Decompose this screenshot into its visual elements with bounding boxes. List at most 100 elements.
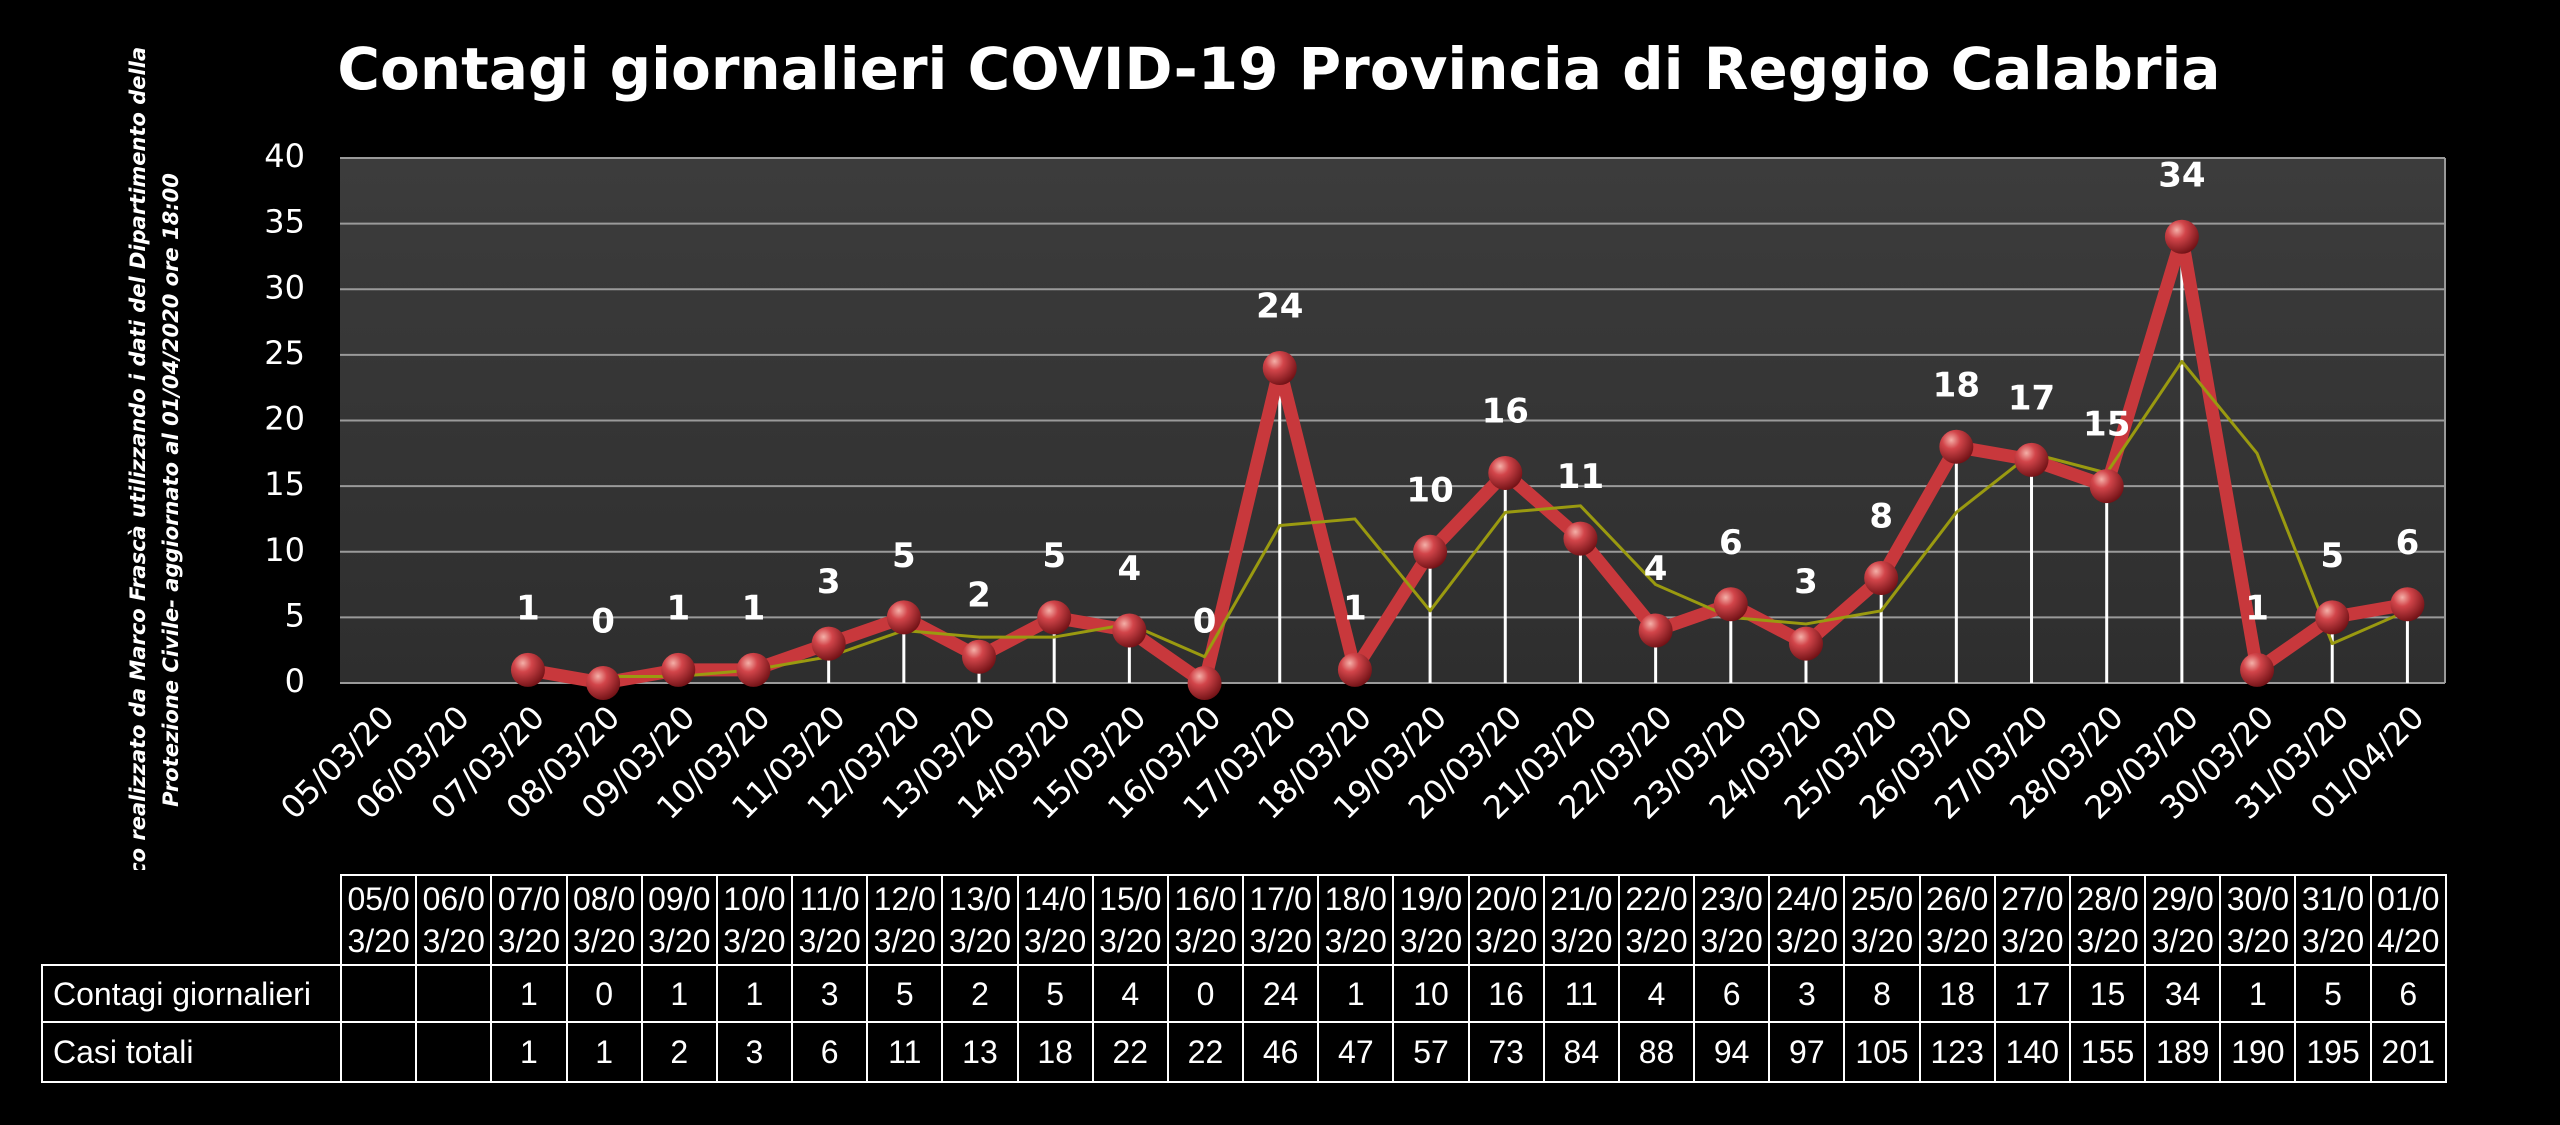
data-label: 1 — [2245, 588, 2269, 628]
cell: 10 — [1392, 964, 1470, 1023]
header-cell: 30/03/20 — [2219, 874, 2297, 966]
y-tick-label: 35 — [264, 203, 305, 241]
header-cell: 31/03/20 — [2294, 874, 2372, 966]
header-cell: 06/03/20 — [415, 874, 493, 966]
header-cell: 19/03/20 — [1392, 874, 1470, 966]
data-label: 1 — [666, 588, 690, 628]
y-tick-label: 30 — [264, 268, 305, 306]
header-cell: 22/03/20 — [1617, 874, 1696, 966]
point — [1187, 666, 1222, 700]
data-label: 5 — [892, 536, 916, 576]
cell: 6 — [791, 1021, 869, 1083]
cell: 18 — [1918, 964, 1996, 1023]
cell: 1 — [1317, 964, 1395, 1023]
cell: 22 — [1166, 1021, 1245, 1083]
header-cell: 12/03/20 — [866, 874, 944, 966]
cell: 11 — [1542, 964, 1620, 1023]
cell: 123 — [1918, 1021, 1996, 1083]
cell: 190 — [2219, 1021, 2297, 1083]
data-label: 34 — [2158, 155, 2205, 195]
point — [2089, 469, 2124, 504]
data-label: 6 — [1719, 523, 1743, 563]
point — [2164, 219, 2199, 254]
data-table: 05/03/20 06/03/20 07/03/20 08/03/20 09/03/20… — [41, 874, 2447, 1083]
data-label: 17 — [2008, 378, 2055, 418]
y-label: Grafico realizzato da Marco Frascà utili… — [126, 47, 183, 870]
y-label-line: Grafico realizzato da Marco Frascà utili… — [126, 47, 150, 870]
cell — [415, 1021, 493, 1083]
header-row: 05/03/20 06/03/20 07/03/20 08/03/20 09/03/20… — [42, 874, 2447, 966]
data-label: 4 — [1118, 549, 1142, 589]
cell: 5 — [2294, 964, 2372, 1023]
header-cell: 18/03/20 — [1317, 874, 1395, 966]
data-label: 6 — [2396, 523, 2420, 563]
data-label: 1 — [742, 588, 766, 628]
header-cell: 20/03/20 — [1467, 874, 1545, 966]
header-cell: 27/03/20 — [1993, 874, 2071, 966]
data-label: 4 — [1644, 549, 1668, 589]
cell: 195 — [2294, 1021, 2372, 1083]
cell: 34 — [2144, 964, 2222, 1023]
point — [1112, 613, 1147, 648]
data-label: 0 — [1193, 602, 1217, 642]
header-cell: 10/03/20 — [715, 874, 794, 966]
header-cell: 21/03/20 — [1542, 874, 1620, 966]
cell: 6 — [1693, 964, 1771, 1023]
header-cell: 11/03/20 — [791, 874, 869, 966]
cell: 4 — [1617, 964, 1696, 1023]
cell: 1 — [490, 1021, 568, 1083]
data-label: 18 — [1933, 365, 1980, 405]
point — [510, 652, 545, 687]
data-label: 1 — [516, 588, 540, 628]
data-label: 1 — [1343, 588, 1367, 628]
header-cell: 25/03/20 — [1843, 874, 1921, 966]
cell: 6 — [2369, 964, 2447, 1023]
point — [1037, 600, 1072, 635]
data-row: Contagi giornalieri 1 0 1 1 3 5 2 5 4 0 24 1 10 16 11 4 6… — [41, 964, 2447, 1023]
chart: Contagi giornalieri COVID-19 Provincia d… — [126, 35, 2446, 870]
point — [1713, 587, 1748, 622]
y-tick-label: 0 — [285, 662, 305, 700]
data-label: 11 — [1557, 457, 1604, 497]
row-label: Casi totali — [41, 1021, 342, 1083]
cell: 1 — [715, 964, 794, 1023]
cell: 1 — [490, 964, 568, 1023]
cell: 11 — [866, 1021, 944, 1083]
point — [1337, 652, 1372, 687]
row-label: Contagi giornalieri — [41, 964, 342, 1023]
data-label: 16 — [1482, 392, 1529, 432]
cell: 2 — [640, 1021, 718, 1083]
header-cell: 08/03/20 — [565, 874, 643, 966]
cell: 8 — [1843, 964, 1921, 1023]
point — [661, 652, 696, 687]
cell: 15 — [2068, 964, 2147, 1023]
header-cell: 07/03/20 — [490, 874, 568, 966]
point — [811, 626, 846, 661]
y-tick-label: 25 — [264, 334, 305, 372]
y-tick-label: 40 — [264, 137, 305, 175]
y-tick-label: 10 — [264, 531, 305, 569]
point — [736, 652, 771, 687]
data-row: Casi totali 1 1 2 3 6 11 13 18 22 22 46 47 57 73 84 88 94… — [41, 1021, 2447, 1083]
cell: 155 — [2068, 1021, 2147, 1083]
cell: 2 — [941, 964, 1019, 1023]
point — [1563, 521, 1598, 556]
header-cell: 15/03/20 — [1091, 874, 1169, 966]
cell: 1 — [640, 964, 718, 1023]
cell: 1 — [565, 1021, 643, 1083]
cell — [339, 964, 418, 1023]
header-cell: 28/03/20 — [2068, 874, 2147, 966]
cell: 17 — [1993, 964, 2071, 1023]
point — [1488, 456, 1523, 490]
point — [2315, 600, 2350, 635]
cell: 57 — [1392, 1021, 1470, 1083]
header-cell: 14/03/20 — [1016, 874, 1094, 966]
cell: 0 — [565, 964, 643, 1023]
cell: 0 — [1166, 964, 1245, 1023]
y-tick-label: 20 — [264, 400, 305, 438]
cell: 46 — [1242, 1021, 1320, 1083]
point — [2390, 587, 2425, 622]
data-label: 3 — [817, 562, 841, 602]
y-tick-label: 15 — [264, 465, 305, 503]
